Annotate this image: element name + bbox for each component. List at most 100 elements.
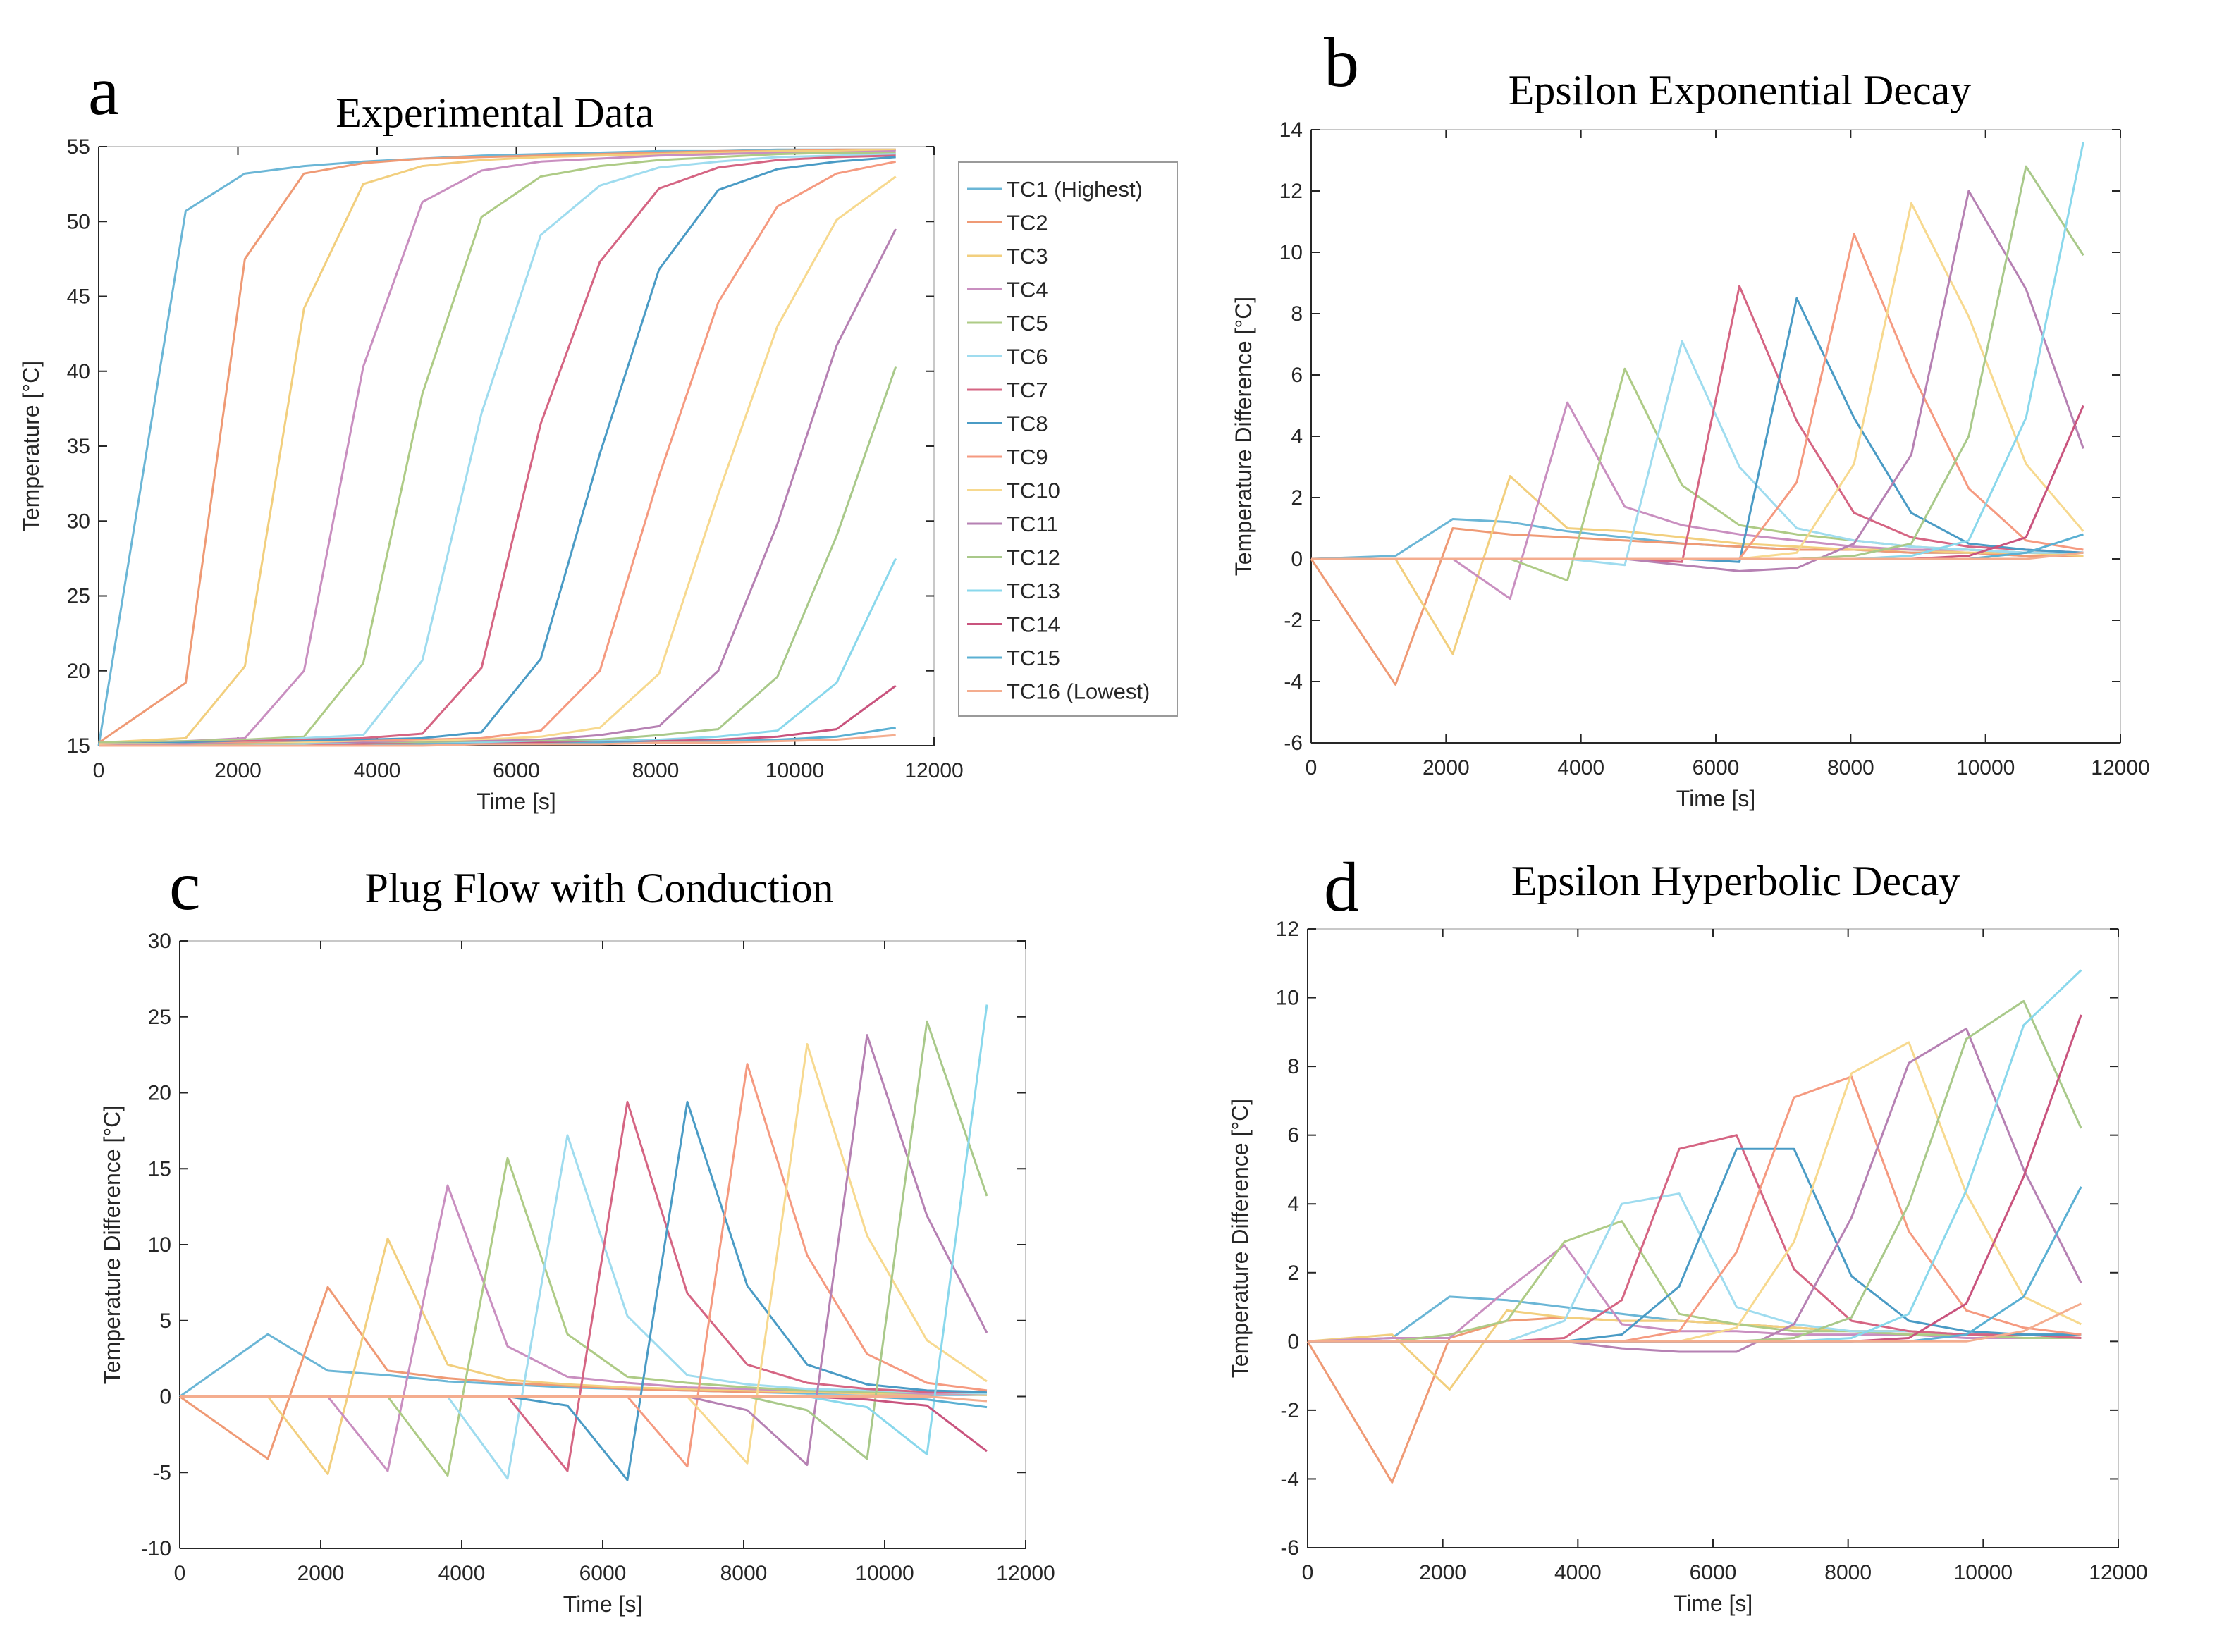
y-tick-label: 8 xyxy=(1291,302,1303,326)
legend-entry-label: TC3 xyxy=(1007,244,1048,269)
y-tick-label: 45 xyxy=(67,285,90,309)
legend-entry-label: TC5 xyxy=(1007,311,1048,335)
series-line-tc16 xyxy=(180,1395,988,1403)
y-tick-label: 30 xyxy=(148,930,171,953)
legend-entry-label: TC8 xyxy=(1007,412,1048,436)
series-line-tc1 xyxy=(97,148,896,746)
y-tick-label: 10 xyxy=(1276,987,1299,1010)
x-tick-label: 12000 xyxy=(904,759,963,782)
y-tick-label: 6 xyxy=(1291,364,1303,387)
panel-c-plug-flow-with-conduction: c Plug Flow with Conduction 0 2000 4000 600… xyxy=(99,846,1055,1617)
series-line-tc16 xyxy=(1308,1302,2082,1343)
legend-entry-label: TC13 xyxy=(1007,579,1060,603)
legend-entry-label: TC1 (Highest) xyxy=(1007,177,1143,202)
y-tick-label: 0 xyxy=(1291,548,1303,571)
y-tick-label: -6 xyxy=(1284,732,1303,755)
y-tick-label: 12 xyxy=(1276,918,1299,941)
y-tick-label: 20 xyxy=(148,1082,171,1105)
x-axis-label: Time [s] xyxy=(563,1591,643,1617)
chart-title: Plug Flow with Conduction xyxy=(364,865,833,911)
x-tick-label: 10000 xyxy=(766,759,824,782)
y-tick-label: 20 xyxy=(67,660,90,683)
y-axis-label: Temperature Difference [°C] xyxy=(1231,297,1256,576)
y-tick-label: 0 xyxy=(1287,1330,1299,1353)
y-tick-label: 15 xyxy=(148,1157,171,1181)
y-axis-label: Temperature [°C] xyxy=(18,361,44,531)
x-tick-label: 8000 xyxy=(720,1562,768,1585)
plot-area: 0 2000 4000 6000 8000 10000 12000 -6 -4 -2 0 2 4 6 8 10… xyxy=(1231,118,2150,811)
y-tick-label: 10 xyxy=(148,1233,171,1257)
y-tick-label: 50 xyxy=(67,210,90,233)
x-tick-label: 8000 xyxy=(1827,756,1874,779)
legend-entry-label: TC16 (Lowest) xyxy=(1007,679,1150,704)
x-tick-label: 6000 xyxy=(579,1562,627,1585)
y-axis-label: Temperature Difference [°C] xyxy=(1227,1099,1253,1378)
y-tick-label: -2 xyxy=(1280,1399,1299,1422)
x-tick-label: 12000 xyxy=(2091,756,2149,779)
series-line-tc4 xyxy=(98,149,896,744)
y-tick-label: 30 xyxy=(67,510,90,533)
y-tick-label: 6 xyxy=(1287,1124,1299,1147)
x-tick-label: 2000 xyxy=(1419,1561,1466,1584)
x-tick-label: 6000 xyxy=(1693,756,1740,779)
y-tick-label: 10 xyxy=(1279,241,1303,264)
x-tick-label: 4000 xyxy=(354,759,401,782)
y-tick-label: 2 xyxy=(1291,486,1303,510)
x-tick-label: 10000 xyxy=(1954,1561,2013,1584)
legend-entry-label: TC10 xyxy=(1007,479,1060,503)
x-tick-label: 4000 xyxy=(1554,1561,1602,1584)
x-tick-label: 2000 xyxy=(214,759,262,782)
x-tick-label: 6000 xyxy=(493,759,540,782)
x-tick-label: 0 xyxy=(1306,756,1318,779)
series-line-tc3 xyxy=(1311,475,2084,655)
x-tick-label: 0 xyxy=(93,759,105,782)
plot-area: 0 2000 4000 6000 8000 10000 12000 15 20 25 30 35 40 4… xyxy=(18,135,964,814)
x-axis-label: Time [s] xyxy=(1674,1591,1753,1616)
x-tick-label: 8000 xyxy=(632,759,680,782)
x-tick-label: 10000 xyxy=(855,1562,914,1585)
x-tick-label: 0 xyxy=(174,1562,186,1585)
panel-d-epsilon-hyperbolic-decay: d Epsilon Hyperbolic Decay 0 2000 4000 6000… xyxy=(1227,848,2148,1616)
y-tick-label: -10 xyxy=(141,1537,171,1560)
chart-title: Epsilon Exponential Decay xyxy=(1509,67,1971,113)
y-tick-label: -5 xyxy=(152,1461,171,1484)
legend-entry-label: TC9 xyxy=(1007,445,1048,469)
legend-entry-label: TC11 xyxy=(1007,512,1059,536)
y-tick-label: 40 xyxy=(67,360,90,383)
legend-entry-label: TC2 xyxy=(1007,211,1048,235)
x-tick-label: 12000 xyxy=(996,1562,1055,1585)
y-tick-label: 12 xyxy=(1279,180,1303,203)
legend-entry-label: TC15 xyxy=(1007,646,1060,670)
legend-entry-label: TC7 xyxy=(1007,378,1048,402)
series-line-tc3 xyxy=(180,1237,988,1475)
y-tick-label: 15 xyxy=(67,734,90,758)
x-tick-label: 8000 xyxy=(1824,1561,1872,1584)
y-tick-label: -6 xyxy=(1280,1536,1299,1560)
y-tick-label: -2 xyxy=(1284,609,1303,632)
y-tick-label: 4 xyxy=(1291,425,1303,448)
y-tick-label: 14 xyxy=(1279,118,1303,142)
y-tick-label: 4 xyxy=(1287,1192,1299,1216)
series-line-tc9 xyxy=(99,160,896,746)
x-tick-label: 2000 xyxy=(1423,756,1470,779)
x-tick-label: 4000 xyxy=(438,1562,486,1585)
series-line-tc4 xyxy=(1307,1244,2082,1343)
panel-a-experimental-data: a Experimental Data 0 2000 4000 6000 8000 100… xyxy=(18,51,1178,814)
chart-title: Experimental Data xyxy=(336,90,653,136)
y-tick-label: -4 xyxy=(1280,1467,1299,1491)
x-axis-label: Time [s] xyxy=(1676,786,1756,811)
x-tick-label: 6000 xyxy=(1690,1561,1737,1584)
legend-entry-label: TC6 xyxy=(1007,345,1048,369)
y-tick-label: -4 xyxy=(1284,670,1303,694)
y-tick-label: 35 xyxy=(67,435,90,458)
legend-entry-label: TC12 xyxy=(1007,545,1060,570)
panel-letter: d xyxy=(1324,848,1359,926)
y-tick-label: 55 xyxy=(67,135,90,159)
y-tick-label: 0 xyxy=(159,1386,171,1409)
plot-frame xyxy=(1310,129,2121,744)
y-tick-label: 25 xyxy=(67,585,90,608)
chart-title: Epsilon Hyperbolic Decay xyxy=(1511,858,1960,904)
legend: TC1 (Highest) TC2 TC3 TC4 TC5 TC6 TC7 TC8 TC9 TC1… xyxy=(958,161,1178,717)
plot-frame xyxy=(98,146,935,746)
y-tick-label: 2 xyxy=(1287,1262,1299,1285)
